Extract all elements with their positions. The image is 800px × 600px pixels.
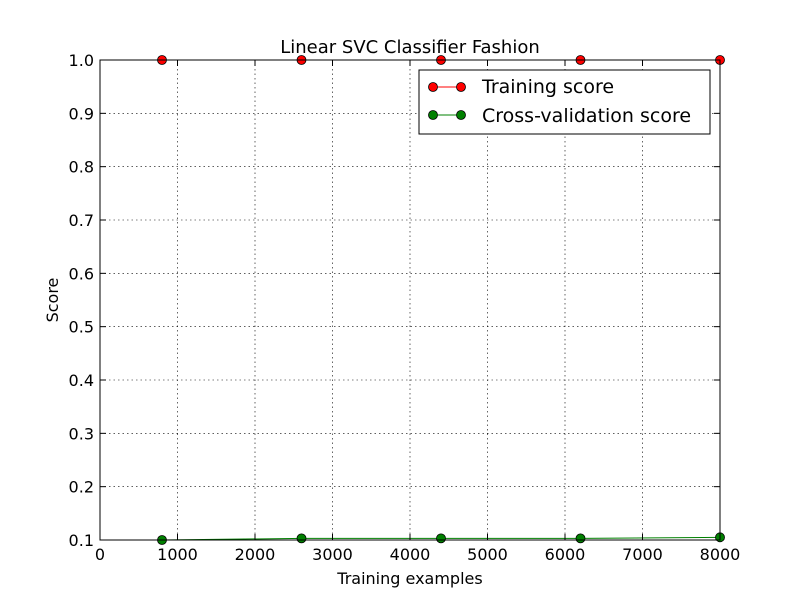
legend-cv-marker xyxy=(428,110,438,120)
x-tick-label: 0 xyxy=(95,545,105,564)
axis-ticks: 0 1000 2000 3000 4000 5000 6000 7000 8000 0.1 0.2 0… xyxy=(69,51,741,564)
x-tick-label: 8000 xyxy=(700,545,741,564)
legend-training-label: Training score xyxy=(481,76,614,98)
cv-score-point xyxy=(296,533,307,544)
x-axis-label: Training examples xyxy=(336,569,482,588)
x-tick-label: 5000 xyxy=(467,545,508,564)
y-tick-label: 0.1 xyxy=(69,531,94,550)
cv-score-point xyxy=(575,533,586,544)
legend-box xyxy=(418,69,711,135)
y-tick-label: 0.8 xyxy=(69,158,94,177)
y-tick-label: 0.3 xyxy=(69,424,94,443)
x-tick-label: 2000 xyxy=(235,545,276,564)
y-tick-label: 0.7 xyxy=(69,211,94,230)
y-tick-label: 0.5 xyxy=(69,318,94,337)
legend-training-marker xyxy=(428,82,438,92)
x-tick-label: 7000 xyxy=(622,545,663,564)
x-tick-label: 3000 xyxy=(312,545,353,564)
legend: Training score Cross-validation score xyxy=(418,69,711,135)
legend-cv-marker xyxy=(456,110,466,120)
y-axis-label: Score xyxy=(43,278,62,323)
legend-cv-label: Cross-validation score xyxy=(482,105,691,127)
y-tick-label: 0.9 xyxy=(69,104,94,123)
x-tick-label: 4000 xyxy=(390,545,431,564)
y-tick-label: 0.4 xyxy=(69,371,94,390)
legend-training-marker xyxy=(456,82,466,92)
y-tick-label: 0.2 xyxy=(69,478,94,497)
x-tick-label: 6000 xyxy=(545,545,586,564)
grid-lines xyxy=(100,60,720,540)
y-tick-label: 1.0 xyxy=(69,51,94,70)
x-tick-label: 1000 xyxy=(157,545,198,564)
chart-title: Linear SVC Classifier Fashion xyxy=(280,37,540,58)
cv-score-point xyxy=(436,533,446,544)
y-tick-label: 0.6 xyxy=(69,264,94,283)
